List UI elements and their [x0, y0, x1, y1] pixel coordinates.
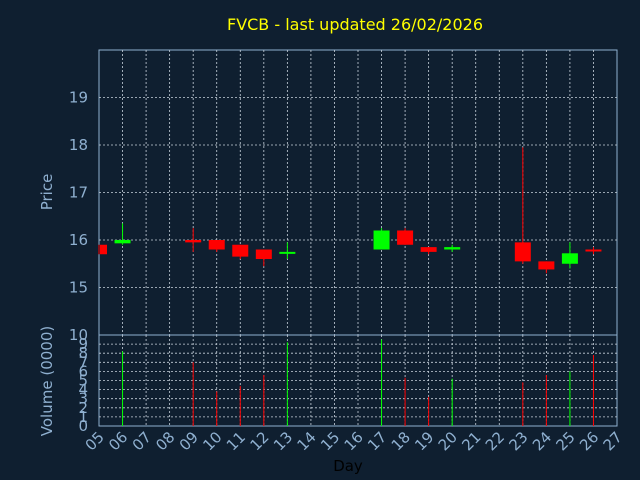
price-y-tick-label: 15	[69, 279, 88, 297]
volume-y-tick-label: 1	[78, 408, 88, 426]
candle-body	[585, 249, 602, 252]
candle-body	[208, 240, 225, 250]
candle-body	[373, 230, 390, 250]
candle	[561, 242, 578, 269]
volume-axis-label: Volume (0000)	[38, 326, 56, 436]
candle-body	[561, 253, 578, 264]
x-axis-ticks: 0506070809101112131415161718192021222324…	[82, 428, 626, 454]
candle-body	[538, 261, 555, 270]
price-y-tick-label: 19	[69, 89, 88, 107]
candle	[255, 249, 272, 267]
top-label: 10	[69, 326, 88, 344]
price-y-tick-label: 18	[69, 136, 88, 154]
candle-body	[420, 247, 437, 252]
volume-y-tick-label: 9	[78, 335, 88, 353]
candle	[279, 242, 296, 259]
candle-body	[185, 240, 202, 243]
candle	[397, 228, 414, 245]
candle-body	[397, 230, 414, 245]
candle	[232, 244, 249, 259]
volume-y-tick-label: 8	[78, 344, 88, 362]
candle	[585, 247, 602, 255]
chart-title: FVCB - last updated 26/02/2026	[227, 15, 483, 34]
volume-y-tick-label: 5	[78, 372, 88, 390]
candle	[373, 228, 390, 250]
candle-body	[444, 247, 461, 250]
candle	[185, 228, 202, 252]
candle	[444, 244, 461, 252]
price-panel: 15 16 17 18 19 Price	[38, 49, 618, 336]
x-axis-label: Day	[333, 457, 363, 475]
price-y-tick-label: 17	[69, 184, 88, 202]
volume-y-tick-label: 4	[78, 381, 88, 399]
candle	[98, 244, 107, 255]
candles	[98, 147, 602, 274]
candle	[114, 223, 131, 245]
price-y-tick-label: 16	[69, 231, 88, 249]
candle	[420, 247, 437, 255]
price-gridlines	[99, 50, 617, 335]
candle-body	[100, 244, 107, 255]
candle-body	[514, 242, 531, 262]
candle	[208, 240, 225, 252]
volume-y-tick-label: 6	[78, 362, 88, 380]
candle-body	[232, 244, 249, 257]
volume-y-tick-label: 0	[78, 417, 88, 435]
price-axis-label: Price	[38, 174, 56, 211]
volume-y-tick-label: 2	[78, 399, 88, 417]
candle-body	[255, 249, 272, 259]
volume-y-tick-label: 7	[78, 353, 88, 371]
candle	[514, 147, 531, 264]
candle-body	[114, 240, 131, 244]
candle	[538, 261, 555, 274]
volume-bars	[122, 339, 594, 426]
candle-body	[279, 251, 296, 254]
volume-y-tick-label: 3	[78, 390, 88, 408]
price-y-ticks: 15 16 17 18 19	[69, 89, 88, 297]
